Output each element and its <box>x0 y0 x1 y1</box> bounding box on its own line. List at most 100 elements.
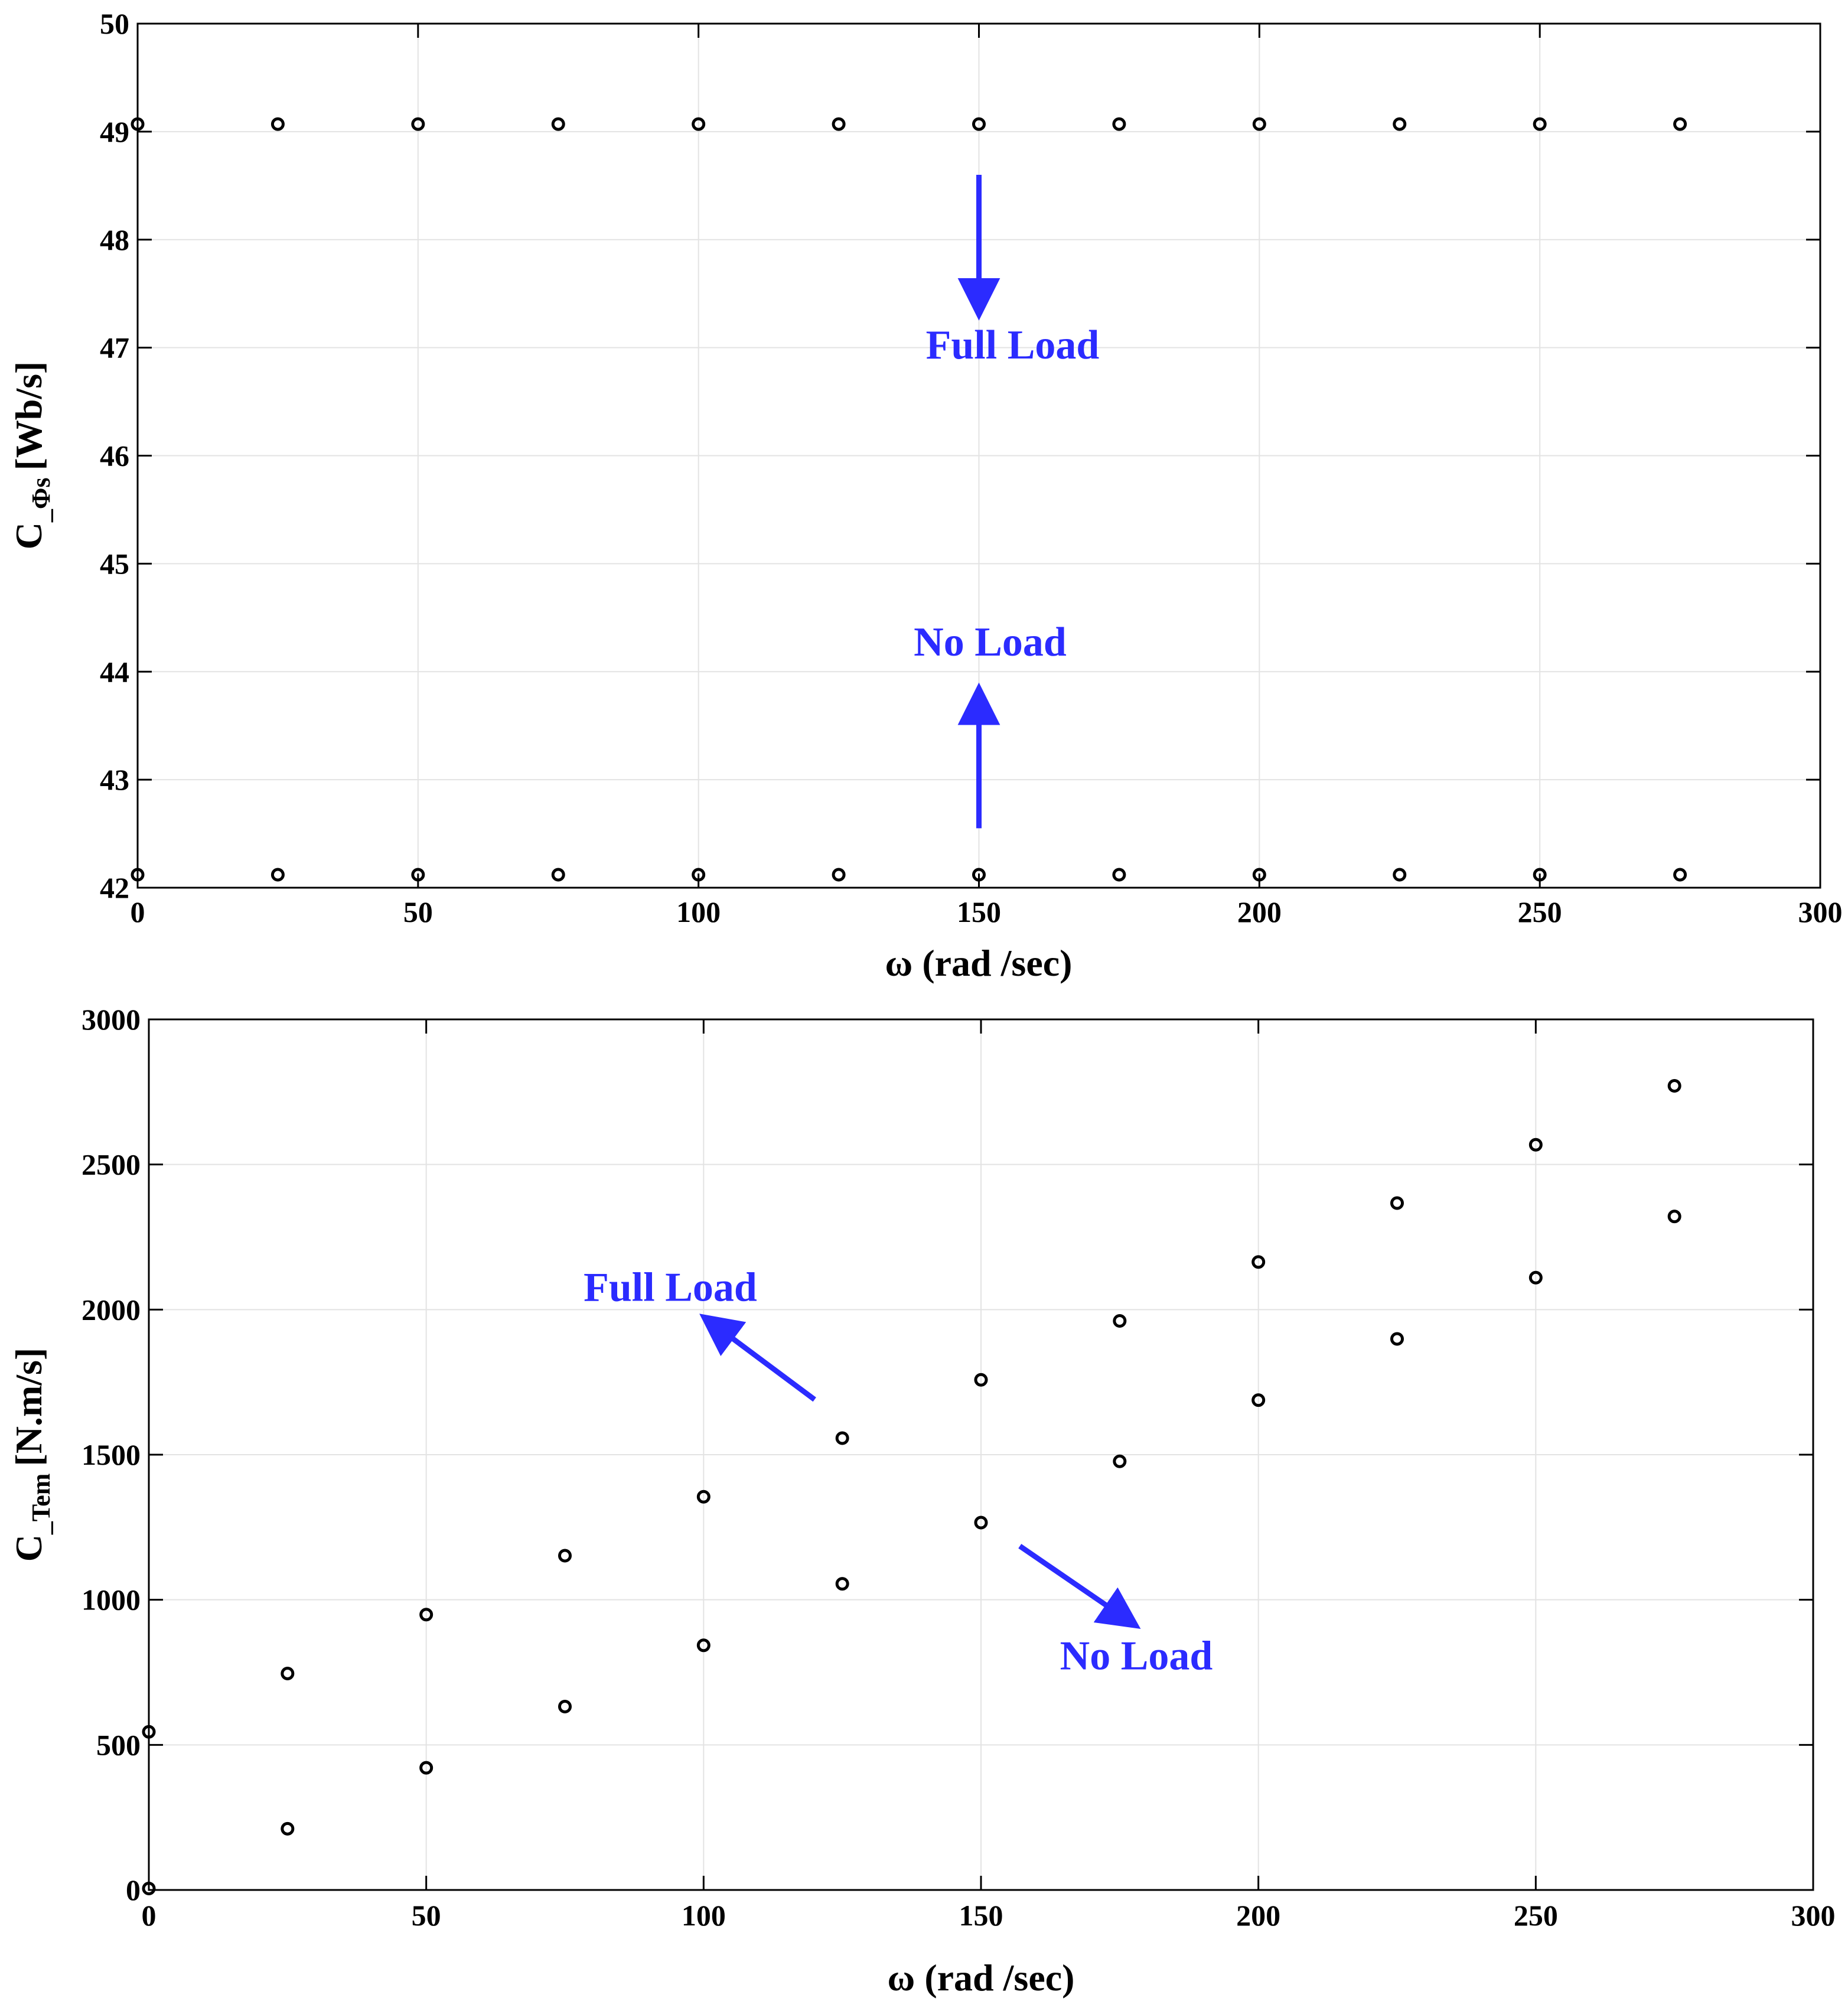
bottom-plot-y-tick-label: 500 <box>96 1728 141 1761</box>
bottom-plot-series-1-point <box>1667 1079 1681 1093</box>
top-plot-x-tick-label: 200 <box>1237 895 1282 928</box>
top-plot-x-tick-label: 250 <box>1518 895 1562 928</box>
bottom-plot-y-tick-label: 1000 <box>82 1583 141 1617</box>
top-plot-y-tick-label: 46 <box>100 439 129 472</box>
bottom-plot-series-2-point <box>974 1516 988 1530</box>
top-plot-y-tick-label: 42 <box>100 871 129 904</box>
top-plot-x-tick-label: 300 <box>1798 895 1843 928</box>
bottom-plot-series-1-point <box>281 1666 295 1680</box>
top-plot-y-tick-label: 45 <box>100 547 129 580</box>
top-plot-annotation-label: No Load <box>914 620 1067 665</box>
bottom-plot-points <box>142 1079 1681 1896</box>
top-plot-series-1-point <box>1112 117 1126 131</box>
bottom-plot-y-axis-label-main: C <box>8 1534 50 1562</box>
top-plot-series-1-point <box>972 117 986 131</box>
top-plot-series-2-point <box>692 868 706 882</box>
bottom-plot-series-2-point <box>419 1761 434 1775</box>
bottom-plot-x-tick-label: 200 <box>1236 1899 1280 1932</box>
bottom-plot-x-axis-label: ω (rad /sec) <box>888 1957 1075 1999</box>
bottom-plot-y-tick-label: 0 <box>126 1873 141 1907</box>
top-plot-y-axis-label: C_Φs [Wb/s] <box>8 361 56 550</box>
top-plot-series-2-point <box>1252 868 1266 882</box>
bottom-plot-x-tick-label: 300 <box>1791 1899 1836 1932</box>
top-plot-x-tick-label: 0 <box>131 895 145 928</box>
top-plot-series-2-point <box>411 868 425 882</box>
bottom-plot-grid <box>148 1019 1814 1891</box>
bottom-plot: 0 50 100 150 200 250 3000 500 1000 1500 2000 2500 30… <box>8 1003 1836 1999</box>
bottom-plot-series-1-point <box>696 1490 710 1504</box>
bottom-plot-ticks: 0 50 100 150 200 250 3000 500 1000 1500 2000 2500 30… <box>82 1003 1836 1932</box>
bottom-plot-y-tick-label: 3000 <box>82 1003 141 1036</box>
top-plot-series-2-point <box>1673 868 1687 882</box>
bottom-plot-y-axis-label-sub: _Tem <box>27 1474 56 1536</box>
bottom-plot-frame <box>148 1018 1814 1891</box>
bottom-plot-x-tick-label: 250 <box>1514 1899 1558 1932</box>
bottom-plot-series-2-point <box>1390 1332 1404 1346</box>
top-plot-series-1-point <box>131 117 145 131</box>
top-plot-series-1-point <box>1252 117 1266 131</box>
bottom-plot-y-axis-label: C_Tem [N.m/s] <box>8 1348 56 1562</box>
top-plot-series-1-point <box>1393 117 1407 131</box>
top-plot-y-tick-label: 47 <box>100 331 129 364</box>
top-plot-series-2-point <box>1393 868 1407 882</box>
bottom-plot-y-tick-label: 2000 <box>82 1293 141 1326</box>
top-plot-x-axis-label: ω (rad /sec) <box>885 942 1073 984</box>
bottom-plot-annotation-label: No Load <box>1060 1634 1213 1679</box>
top-plot-series-2-point <box>270 868 285 882</box>
bottom-plot-series-1-point <box>974 1373 988 1387</box>
bottom-plot-series-2-point <box>835 1577 849 1591</box>
bottom-plot-series-2-point <box>558 1699 572 1713</box>
top-plot-points <box>131 117 1687 882</box>
bottom-plot-series-2-point <box>1251 1393 1266 1407</box>
top-plot-annotations: Full Load No Load <box>914 175 1100 829</box>
bottom-plot-y-tick-label: 1500 <box>82 1438 141 1471</box>
top-plot-annotation-label: Full Load <box>926 322 1100 368</box>
bottom-plot-y-tick-label: 2500 <box>82 1148 141 1181</box>
bottom-plot-series-1-point <box>558 1549 572 1563</box>
top-plot-y-axis-label-sub: _Φs <box>27 478 56 523</box>
top-plot-series-2-point <box>1112 868 1126 882</box>
top-plot-y-tick-label: 50 <box>100 7 129 40</box>
top-plot-series-2-point <box>131 868 145 882</box>
bottom-plot-series-2-point <box>1528 1270 1543 1285</box>
bottom-plot-series-1-point <box>1390 1196 1404 1210</box>
top-plot-series-1-point <box>832 117 846 131</box>
bottom-plot-annotations: Full Load No Load <box>584 1265 1213 1679</box>
bottom-plot-series-1-point <box>835 1431 849 1445</box>
top-plot-series-2-point <box>551 868 565 882</box>
bottom-plot-series-2-point <box>1667 1210 1681 1224</box>
top-plot-series-2-point <box>972 868 986 882</box>
bottom-plot-series-1-point <box>1528 1138 1543 1152</box>
top-plot-y-tick-label: 43 <box>100 763 129 796</box>
bottom-plot-series-1-point <box>419 1608 434 1622</box>
bottom-plot-x-tick-label: 150 <box>959 1899 1003 1932</box>
bottom-plot-annotation-arrow <box>699 1314 816 1402</box>
top-plot-ticks: 0 50 100 150 200 250 300 42 43 44 45 46 47 48 49 50 <box>100 7 1843 928</box>
top-plot-x-tick-label: 100 <box>676 895 721 928</box>
top-plot-series-2-point <box>832 868 846 882</box>
top-plot-series-2-point <box>1533 868 1547 882</box>
top-plot-y-axis-label-unit: [Wb/s] <box>8 361 50 471</box>
top-plot-y-tick-label: 48 <box>100 223 129 256</box>
bottom-plot-series-2-point <box>281 1821 295 1836</box>
bottom-plot-x-tick-label: 100 <box>682 1899 726 1932</box>
bottom-plot-series-2-point <box>696 1638 710 1653</box>
top-plot-series-1-point <box>692 117 706 131</box>
bottom-plot-series-1-point <box>1251 1255 1266 1269</box>
bottom-plot-y-axis-label-unit: [N.m/s] <box>8 1348 50 1466</box>
bottom-plot-x-tick-label: 50 <box>412 1899 441 1932</box>
top-plot-series-1-point <box>551 117 565 131</box>
bottom-plot-annotation-arrow <box>1018 1544 1141 1629</box>
top-plot-series-1-point <box>411 117 425 131</box>
top-plot-y-tick-label: 49 <box>100 115 129 148</box>
top-plot-x-tick-label: 150 <box>957 895 1001 928</box>
top-plot-series-1-point <box>270 117 285 131</box>
top-plot: 0 50 100 150 200 250 300 42 43 44 45 46 47 48 49 50 Ful… <box>8 7 1843 984</box>
top-plot-frame <box>136 22 1821 889</box>
bottom-plot-series-2-point <box>1113 1454 1127 1468</box>
top-plot-x-tick-label: 50 <box>403 895 433 928</box>
bottom-plot-series-1-point <box>142 1725 156 1739</box>
top-plot-series-1-point <box>1533 117 1547 131</box>
bottom-plot-annotation-label: Full Load <box>584 1265 757 1311</box>
